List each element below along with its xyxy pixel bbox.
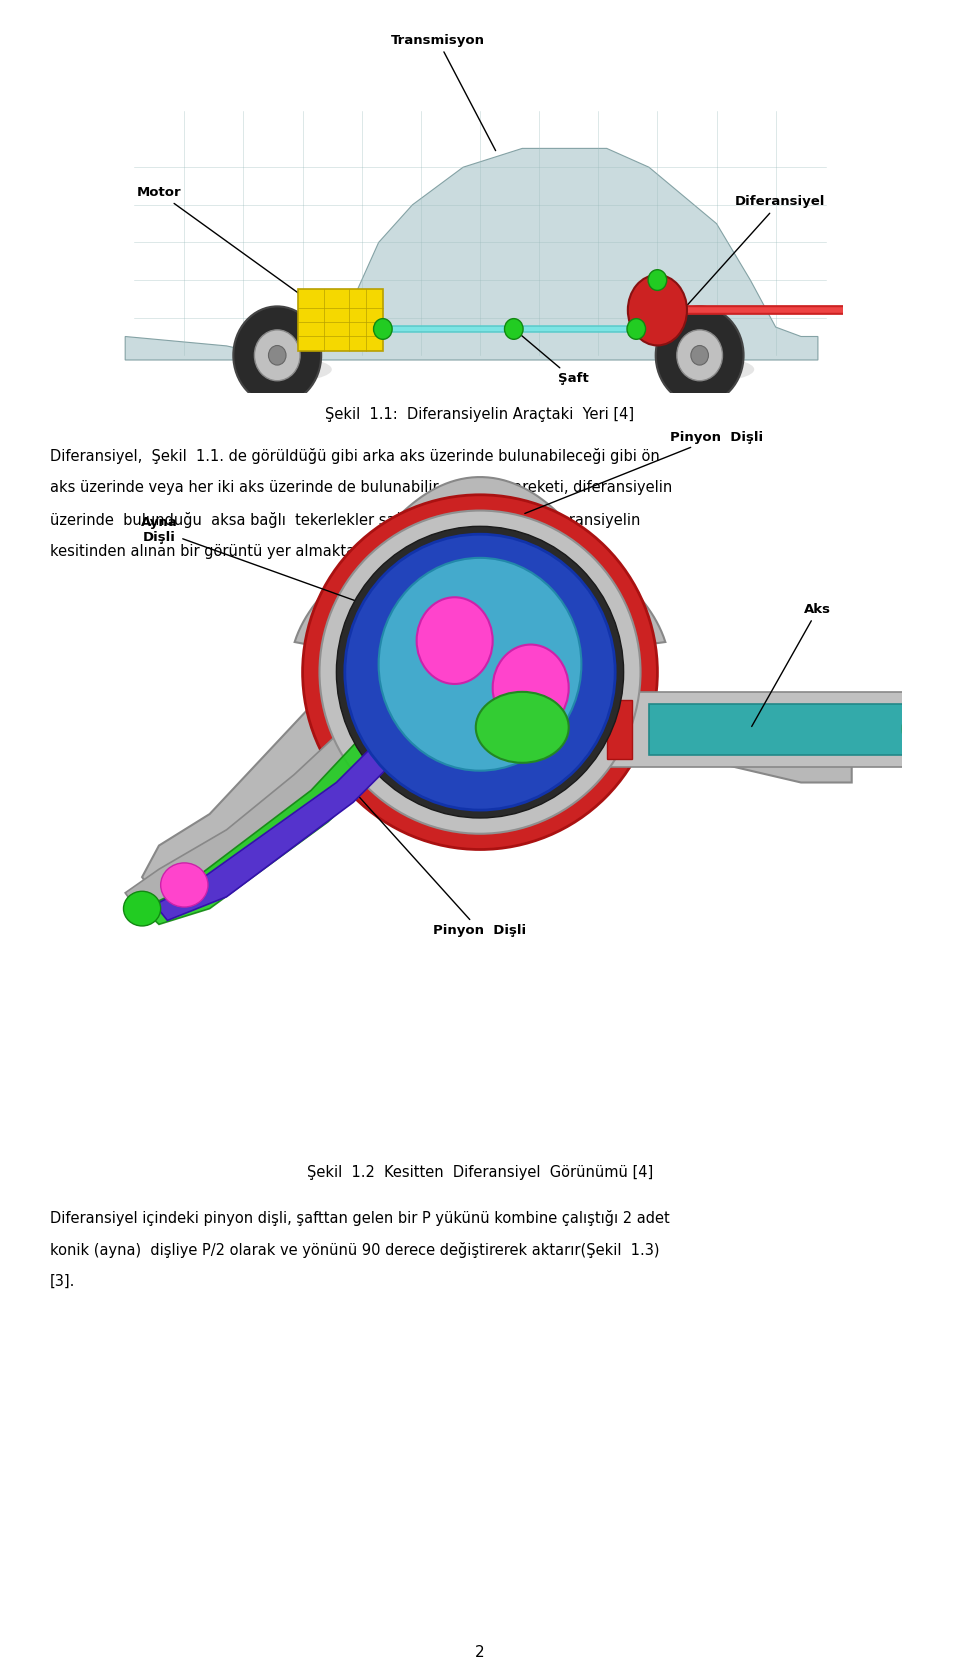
Ellipse shape: [492, 645, 568, 731]
Text: üzerinde  bulunduğu  aksa bağlı  tekerlekler sağlar.  Şekil  1.2  de  diferansiy: üzerinde bulunduğu aksa bağlı tekerlekle…: [50, 512, 640, 528]
Bar: [607, 692, 945, 767]
Text: [3].: [3].: [50, 1274, 76, 1289]
Ellipse shape: [302, 495, 658, 849]
Bar: [649, 704, 927, 756]
Circle shape: [233, 306, 322, 405]
Text: 2: 2: [475, 1645, 485, 1660]
Circle shape: [627, 319, 645, 339]
Polygon shape: [142, 727, 420, 925]
Bar: [607, 699, 632, 759]
Text: Şaft: Şaft: [516, 331, 588, 386]
Ellipse shape: [902, 694, 953, 764]
Polygon shape: [155, 719, 438, 920]
Polygon shape: [142, 477, 852, 901]
Text: konik (ayna)  dişliye P/2 olarak ve yönünü 90 derece değiştirerek aktarır(Şekil : konik (ayna) dişliye P/2 olarak ve yönün…: [50, 1242, 660, 1257]
Ellipse shape: [662, 358, 755, 381]
Circle shape: [677, 329, 723, 381]
Text: kesitinden alınan bir görüntü yer almaktadır [3].: kesitinden alınan bir görüntü yer almakt…: [50, 543, 404, 558]
Circle shape: [656, 306, 744, 405]
Text: Diferansiyel içindeki pinyon dişli, şafttan gelen bir P yükünü kombine çalıştığı: Diferansiyel içindeki pinyon dişli, şaft…: [50, 1211, 670, 1226]
Text: Pinyon  Dişli: Pinyon Dişli: [355, 793, 527, 938]
Text: Aks: Aks: [752, 602, 831, 726]
Ellipse shape: [345, 535, 615, 811]
Text: Şekil  1.2  Kesitten  Diferansiyel  Görünümü [4]: Şekil 1.2 Kesitten Diferansiyel Görünümü…: [307, 1165, 653, 1180]
Bar: [299, 289, 383, 351]
Polygon shape: [125, 719, 413, 916]
Ellipse shape: [378, 558, 582, 771]
Circle shape: [160, 863, 208, 906]
Text: Şekil  1.1:  Diferansiyelin Araçtaki  Yeri [4]: Şekil 1.1: Diferansiyelin Araçtaki Yeri …: [325, 406, 635, 421]
Ellipse shape: [476, 692, 568, 762]
Circle shape: [648, 269, 666, 291]
Ellipse shape: [240, 358, 332, 381]
Polygon shape: [125, 149, 818, 359]
Circle shape: [269, 346, 286, 364]
Text: Transmisyon: Transmisyon: [391, 33, 495, 150]
Text: Motor: Motor: [136, 186, 317, 306]
Text: Ayna
Dişli: Ayna Dişli: [140, 517, 376, 609]
Text: Diferansiyel,  Şekil  1.1. de görüldüğü gibi arka aks üzerinde bulunabileceği gi: Diferansiyel, Şekil 1.1. de görüldüğü gi…: [50, 448, 660, 465]
Circle shape: [505, 319, 523, 339]
Text: aks üzerinde veya her iki aks üzerinde de bulunabilir.  Araçta hareketi, diferan: aks üzerinde veya her iki aks üzerinde d…: [50, 480, 672, 495]
Text: Pinyon  Dişli: Pinyon Dişli: [525, 431, 763, 513]
Ellipse shape: [336, 527, 624, 818]
Circle shape: [254, 329, 300, 381]
Circle shape: [124, 891, 160, 926]
Text: Diferansiyel: Diferansiyel: [684, 196, 825, 308]
Ellipse shape: [417, 597, 492, 684]
Ellipse shape: [320, 510, 640, 834]
Ellipse shape: [628, 274, 687, 346]
Circle shape: [691, 346, 708, 364]
Circle shape: [373, 319, 392, 339]
